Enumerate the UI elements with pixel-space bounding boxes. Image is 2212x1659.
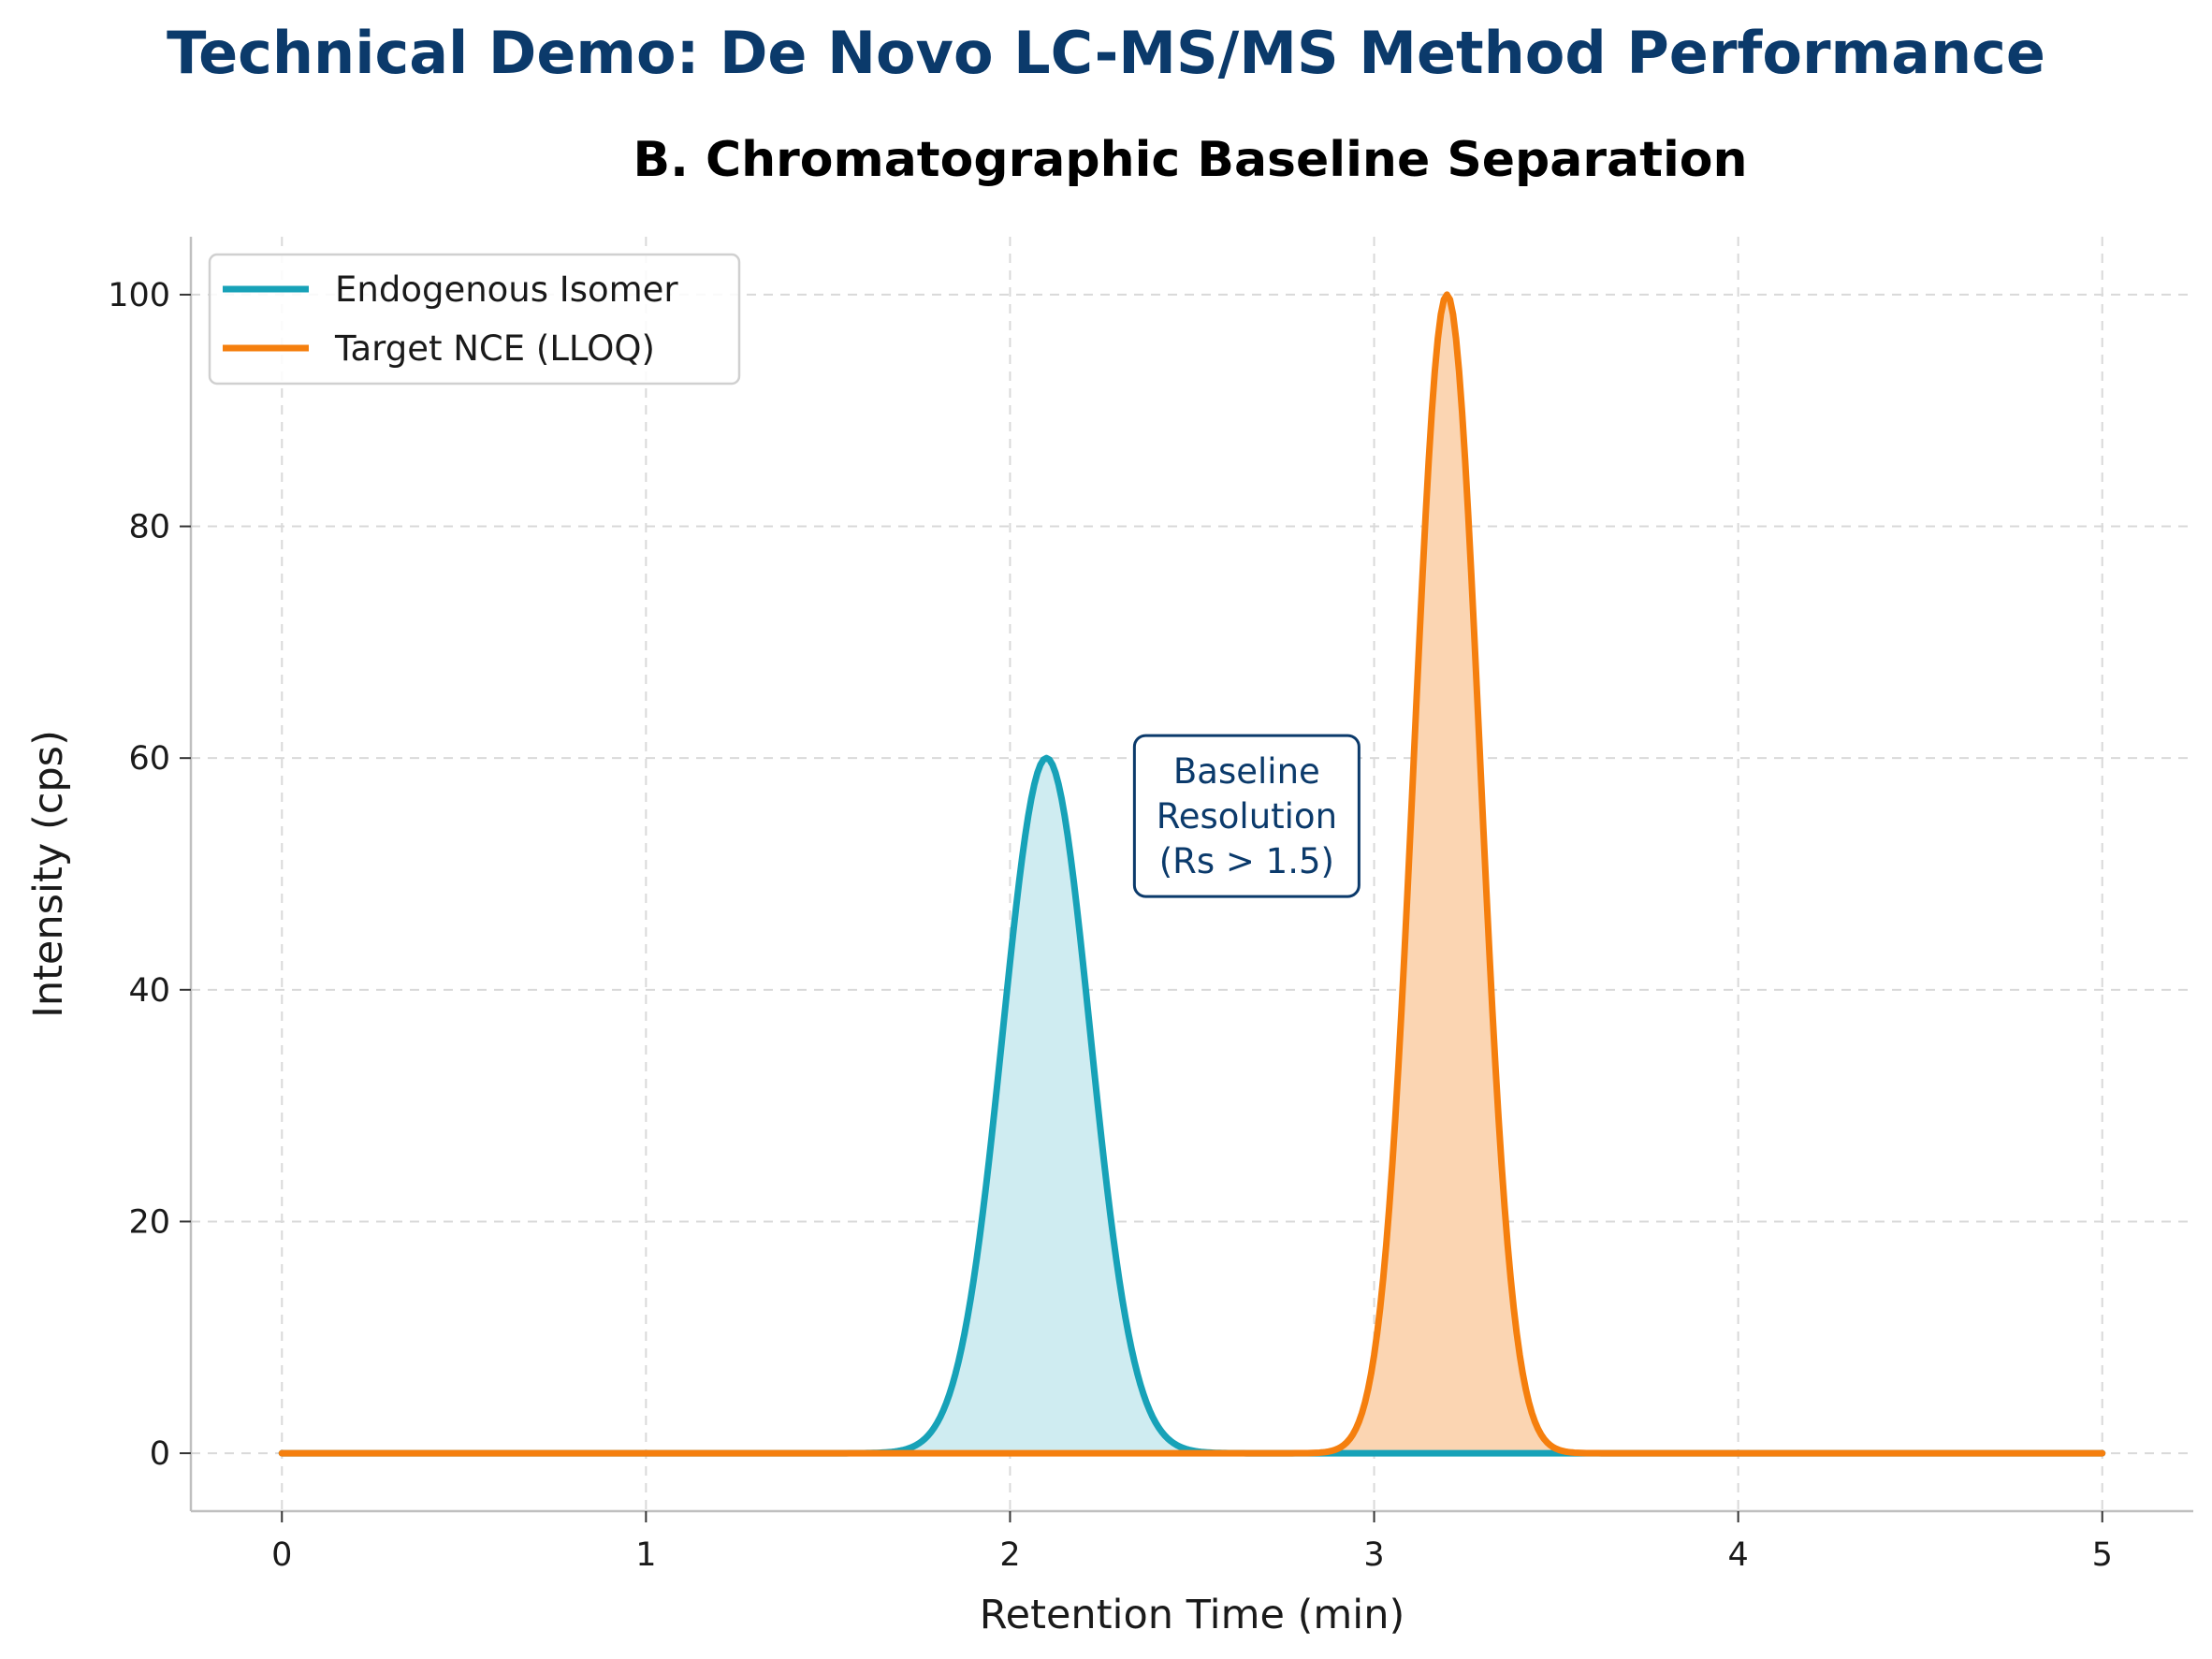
x-tick-label: 1 <box>635 1536 656 1574</box>
y-tick-label: 20 <box>128 1203 170 1241</box>
annotation-line-1: Baseline <box>1173 751 1320 792</box>
x-tick-label: 4 <box>1727 1536 1748 1574</box>
y-tick-label: 60 <box>128 740 170 778</box>
x-tick-label: 0 <box>271 1536 292 1574</box>
figure-suptitle: Technical Demo: De Novo LC-MS/MS Method … <box>167 19 2045 87</box>
y-tick-label: 0 <box>150 1435 170 1473</box>
x-tick-label: 3 <box>1363 1536 1384 1574</box>
legend-label-endogenous-isomer: Endogenous Isomer <box>335 269 678 310</box>
x-axis-ticks: 0 1 2 3 4 5 <box>271 1511 2113 1574</box>
y-axis-ticks: 0 20 40 60 80 100 <box>108 277 191 1473</box>
y-axis-label: Intensity (cps) <box>25 730 72 1018</box>
y-tick-label: 80 <box>128 509 170 546</box>
y-tick-label: 100 <box>108 277 170 314</box>
legend-label-target-nce: Target NCE (LLOQ) <box>334 328 655 369</box>
annotation-box <box>1132 734 1361 898</box>
series-lines <box>278 291 2106 1457</box>
x-tick-label: 5 <box>2092 1536 2113 1574</box>
chart-legend: Endogenous Isomer Target NCE (LLOQ) <box>208 253 741 386</box>
y-tick-label: 40 <box>128 972 170 1010</box>
resolution-annotation: Baseline Resolution (Rs > 1.5) <box>1132 734 1361 898</box>
annotation-line-3: (Rs > 1.5) <box>1159 841 1334 881</box>
legend-frame <box>208 253 741 386</box>
x-tick-label: 2 <box>999 1536 1020 1574</box>
chart-title: B. Chromatographic Baseline Separation <box>633 132 1747 188</box>
series-line-target-nce-lloq <box>278 291 2106 1457</box>
annotation-line-2: Resolution <box>1157 796 1337 837</box>
x-axis-label: Retention Time (min) <box>980 1592 1405 1638</box>
